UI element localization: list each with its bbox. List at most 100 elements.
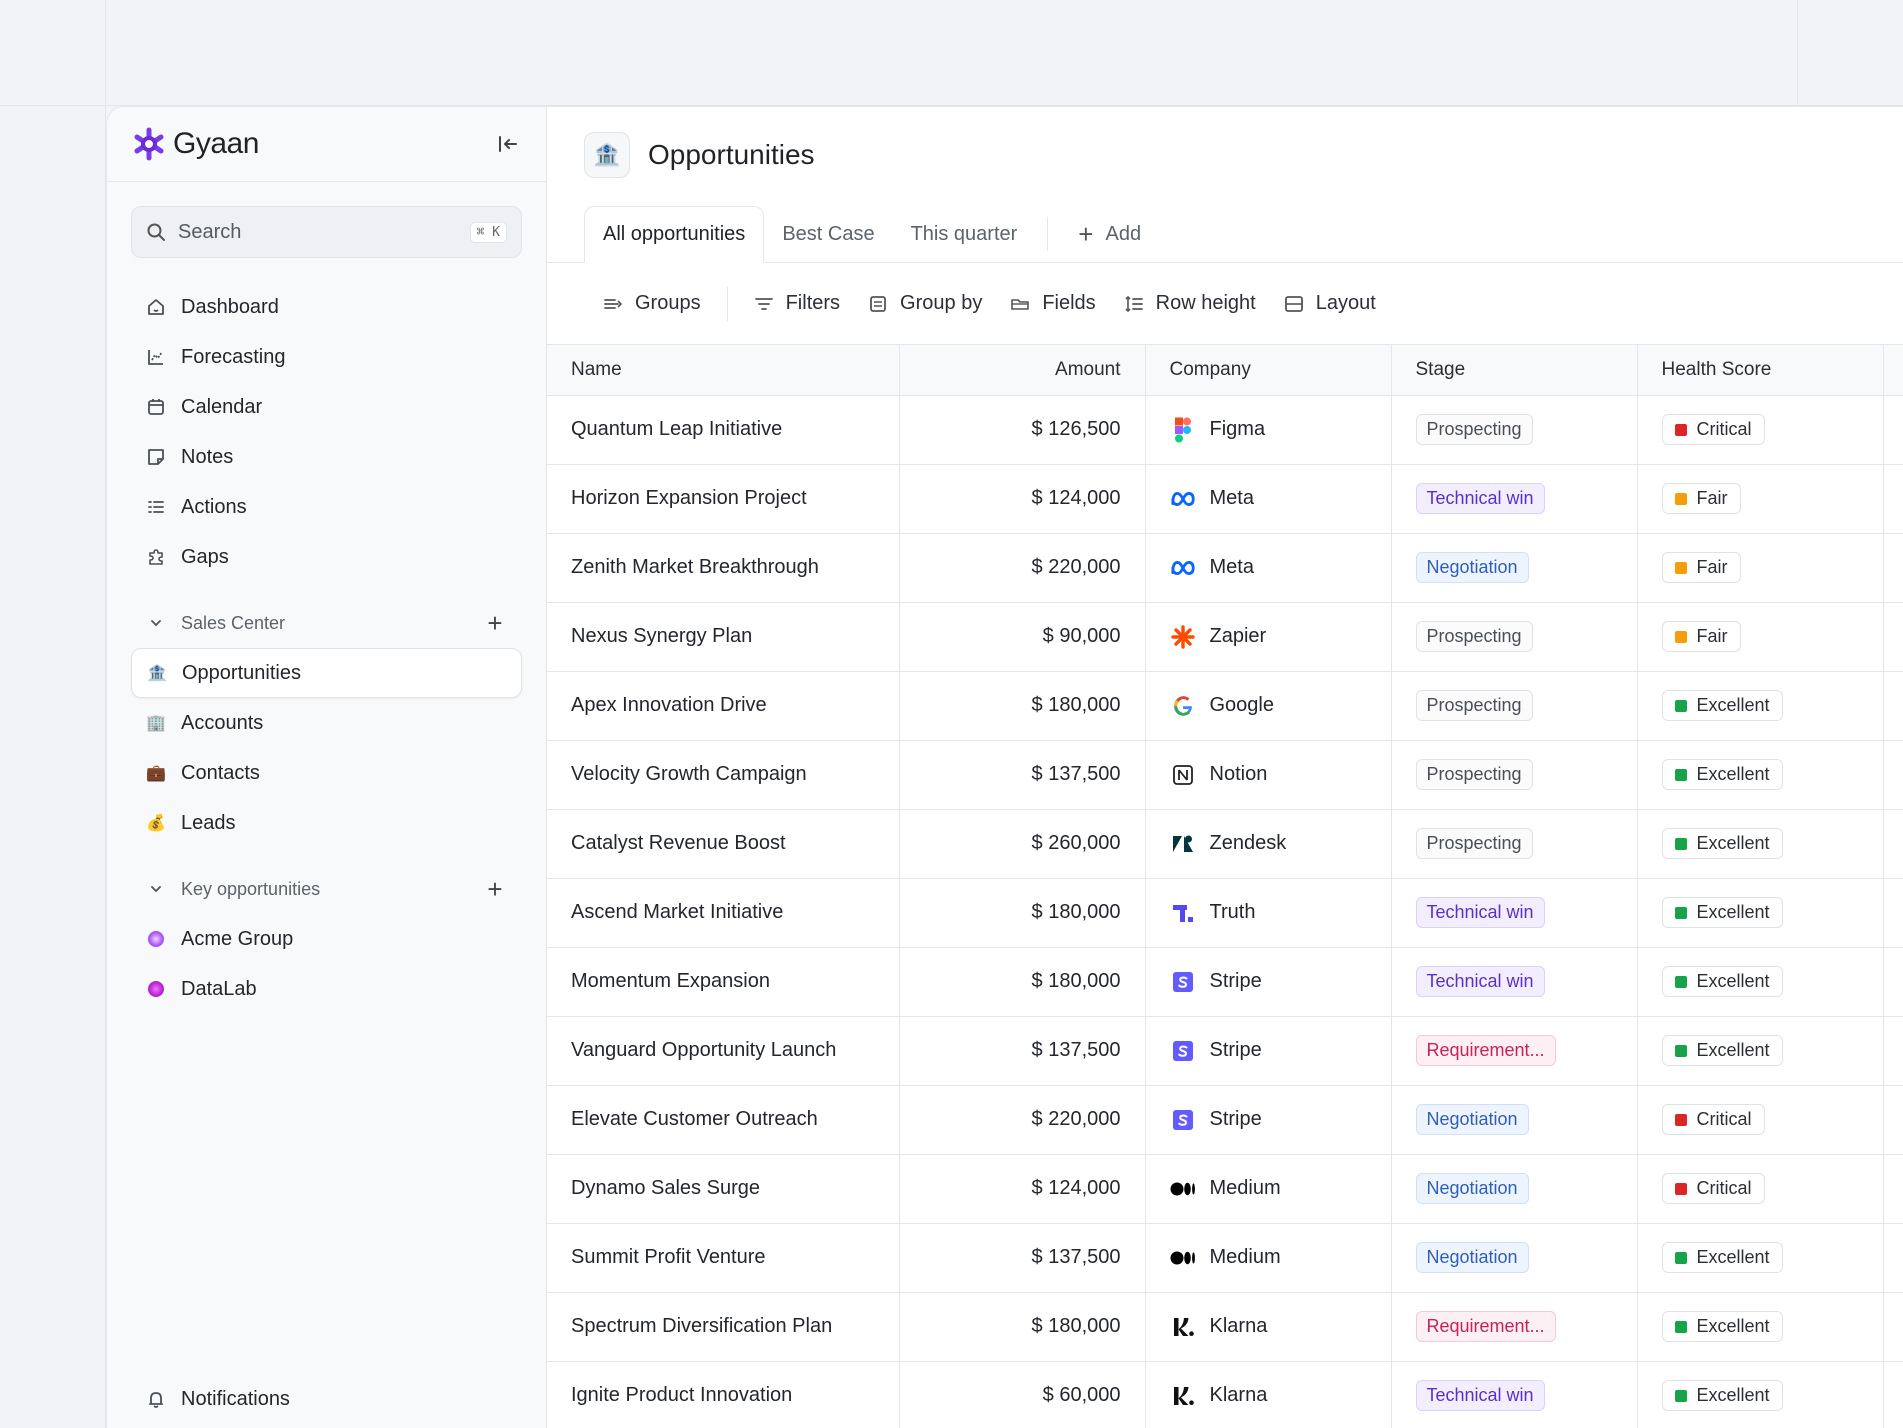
cell-health-score[interactable]: Excellent [1637, 1223, 1884, 1293]
cell-name[interactable]: Ascend Market Initiative [547, 878, 900, 948]
section-key-opportunities[interactable]: Key opportunities + [131, 864, 522, 914]
column-header-name[interactable]: Name [547, 345, 900, 396]
tab-this-quarter[interactable]: This quarter [910, 222, 1018, 245]
cell-company[interactable]: Medium [1145, 1223, 1392, 1293]
cell-stage[interactable]: Technical win [1391, 878, 1638, 948]
collapse-sidebar-button[interactable] [494, 130, 522, 158]
cell-stage[interactable]: Negotiation [1391, 1154, 1638, 1224]
cell-stage[interactable]: Negotiation [1391, 1085, 1638, 1155]
cell-health-score[interactable]: Excellent [1637, 1016, 1884, 1086]
column-header-amount[interactable]: Amount [899, 345, 1146, 396]
table-row[interactable]: Dynamo Sales Surge $ 124,000 Medium Negotia… [547, 1154, 1903, 1224]
table-row[interactable]: Momentum Expansion $ 180,000 Stripe Technic… [547, 947, 1903, 1017]
table-row[interactable]: Quantum Leap Initiative $ 126,500 Figma Pro… [547, 395, 1903, 465]
nav-item-accounts[interactable]: 🏢 Accounts [131, 698, 522, 748]
cell-stage[interactable]: Prospecting [1391, 809, 1638, 879]
cell-company[interactable]: Zendesk [1145, 809, 1392, 879]
table-row[interactable]: Nexus Synergy Plan $ 90,000 Zapier Prospect… [547, 602, 1903, 672]
cell-health-score[interactable]: Fair [1637, 464, 1884, 534]
cell-company[interactable]: Truth [1145, 878, 1392, 948]
cell-company[interactable]: Google [1145, 671, 1392, 741]
cell-amount[interactable]: $ 180,000 [899, 878, 1146, 948]
nav-item-acme-group[interactable]: Acme Group [131, 914, 522, 964]
cell-name[interactable]: Nexus Synergy Plan [547, 602, 900, 672]
cell-name[interactable]: Spectrum Diversification Plan [547, 1292, 900, 1362]
brand[interactable]: Gyaan [131, 126, 259, 162]
cell-stage[interactable]: Prospecting [1391, 671, 1638, 741]
cell-health-score[interactable]: Critical [1637, 395, 1884, 465]
cell-health-score[interactable]: Critical [1637, 1154, 1884, 1224]
cell-name[interactable]: Summit Profit Venture [547, 1223, 900, 1293]
nav-item-calendar[interactable]: Calendar [131, 382, 522, 432]
cell-stage[interactable]: Prospecting [1391, 740, 1638, 810]
cell-health-score[interactable]: Fair [1637, 602, 1884, 672]
cell-stage[interactable]: Negotiation [1391, 1223, 1638, 1293]
cell-name[interactable]: Ignite Product Innovation [547, 1361, 900, 1428]
nav-item-opportunities[interactable]: 🏦 Opportunities [131, 648, 522, 698]
groups-button[interactable]: Groups [589, 282, 715, 326]
table-row[interactable]: Spectrum Diversification Plan $ 180,000 Kl… [547, 1292, 1903, 1362]
filters-button[interactable]: Filters [740, 282, 854, 326]
cell-company[interactable]: Zapier [1145, 602, 1392, 672]
cell-amount[interactable]: $ 220,000 [899, 533, 1146, 603]
cell-name[interactable]: Momentum Expansion [547, 947, 900, 1017]
cell-health-score[interactable]: Fair [1637, 533, 1884, 603]
cell-amount[interactable]: $ 180,000 [899, 671, 1146, 741]
search-input[interactable]: Search ⌘ K [131, 206, 522, 258]
cell-name[interactable]: Zenith Market Breakthrough [547, 533, 900, 603]
cell-company[interactable]: Medium [1145, 1154, 1392, 1224]
cell-company[interactable]: Klarna [1145, 1292, 1392, 1362]
cell-stage[interactable]: Technical win [1391, 947, 1638, 1017]
cell-stage[interactable]: Requirement... [1391, 1016, 1638, 1086]
add-key-opportunity-button[interactable]: + [487, 873, 503, 904]
cell-health-score[interactable]: Excellent [1637, 1292, 1884, 1362]
tab-all-opportunities[interactable]: All opportunities [584, 206, 765, 263]
cell-stage[interactable]: Prospecting [1391, 395, 1638, 465]
column-header-health-score[interactable]: Health Score [1637, 345, 1884, 396]
cell-company[interactable]: Stripe [1145, 947, 1392, 1017]
table-row[interactable]: Velocity Growth Campaign $ 137,500 Notion P… [547, 740, 1903, 810]
table-row[interactable]: Elevate Customer Outreach $ 220,000 Stripe… [547, 1085, 1903, 1155]
cell-name[interactable]: Catalyst Revenue Boost [547, 809, 900, 879]
cell-amount[interactable]: $ 126,500 [899, 395, 1146, 465]
cell-amount[interactable]: $ 137,500 [899, 1223, 1146, 1293]
table-row[interactable]: Apex Innovation Drive $ 180,000 Google Pros… [547, 671, 1903, 741]
cell-name[interactable]: Vanguard Opportunity Launch [547, 1016, 900, 1086]
cell-stage[interactable]: Negotiation [1391, 533, 1638, 603]
cell-name[interactable]: Horizon Expansion Project [547, 464, 900, 534]
cell-health-score[interactable]: Excellent [1637, 809, 1884, 879]
tab-best-case[interactable]: Best Case [782, 222, 875, 245]
nav-item-forecasting[interactable]: Forecasting [131, 332, 522, 382]
cell-health-score[interactable]: Excellent [1637, 878, 1884, 948]
cell-name[interactable]: Quantum Leap Initiative [547, 395, 900, 465]
add-view-button[interactable]: + Add [1060, 206, 1159, 262]
cell-health-score[interactable]: Excellent [1637, 947, 1884, 1017]
cell-stage[interactable]: Prospecting [1391, 602, 1638, 672]
table-row[interactable]: Zenith Market Breakthrough $ 220,000 Meta N… [547, 533, 1903, 603]
nav-item-datalab[interactable]: DataLab [131, 964, 522, 1014]
nav-item-gaps[interactable]: Gaps [131, 532, 522, 582]
cell-amount[interactable]: $ 90,000 [899, 602, 1146, 672]
table-row[interactable]: Horizon Expansion Project $ 124,000 Meta Te… [547, 464, 1903, 534]
cell-stage[interactable]: Technical win [1391, 464, 1638, 534]
nav-item-actions[interactable]: Actions [131, 482, 522, 532]
group-by-button[interactable]: Group by [854, 282, 996, 326]
cell-company[interactable]: Meta [1145, 533, 1392, 603]
cell-name[interactable]: Apex Innovation Drive [547, 671, 900, 741]
cell-amount[interactable]: $ 220,000 [899, 1085, 1146, 1155]
cell-amount[interactable]: $ 180,000 [899, 947, 1146, 1017]
nav-item-contacts[interactable]: 💼 Contacts [131, 748, 522, 798]
nav-item-leads[interactable]: 💰 Leads [131, 798, 522, 848]
cell-amount[interactable]: $ 124,000 [899, 1154, 1146, 1224]
table-row[interactable]: Summit Profit Venture $ 137,500 Medium Nego… [547, 1223, 1903, 1293]
cell-company[interactable]: Notion [1145, 740, 1392, 810]
cell-name[interactable]: Velocity Growth Campaign [547, 740, 900, 810]
cell-health-score[interactable]: Critical [1637, 1085, 1884, 1155]
layout-button[interactable]: Layout [1270, 282, 1390, 326]
add-sales-item-button[interactable]: + [487, 607, 503, 638]
cell-company[interactable]: Figma [1145, 395, 1392, 465]
fields-button[interactable]: Fields [996, 282, 1109, 326]
cell-health-score[interactable]: Excellent [1637, 740, 1884, 810]
cell-stage[interactable]: Technical win [1391, 1361, 1638, 1428]
cell-name[interactable]: Dynamo Sales Surge [547, 1154, 900, 1224]
